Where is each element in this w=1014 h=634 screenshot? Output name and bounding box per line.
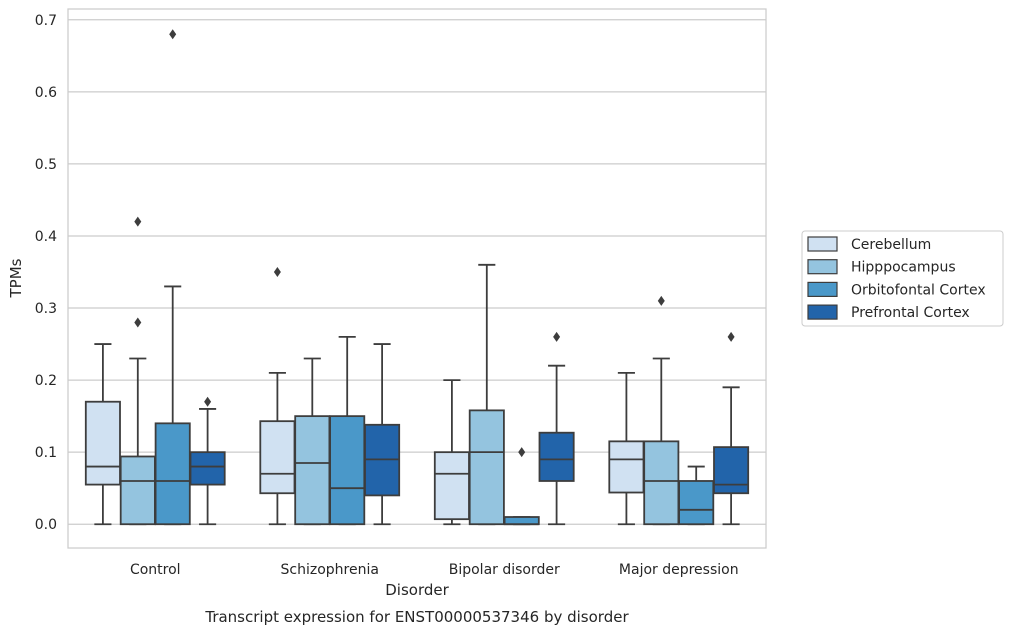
box-iqr bbox=[259, 420, 296, 495]
box-hipppocampus bbox=[119, 216, 156, 526]
y-tick-label: 0.3 bbox=[35, 301, 57, 317]
y-tick-labels: 0.0 0.1 0.2 0.3 0.4 0.5 0.6 0.7 bbox=[35, 13, 57, 533]
box-iqr bbox=[154, 422, 191, 526]
y-axis-label: TPMs bbox=[7, 258, 25, 298]
outlier-point bbox=[169, 29, 177, 40]
legend-swatch bbox=[807, 304, 838, 320]
box-prefrontal-cortex bbox=[189, 396, 226, 526]
box-hipppocampus bbox=[468, 263, 505, 526]
legend: Cerebellum Hipppocampus Orbitofontal Corte… bbox=[801, 230, 1004, 327]
legend-swatch bbox=[807, 281, 838, 297]
box-orbitofontal-cortex bbox=[329, 335, 366, 526]
box-prefrontal-cortex bbox=[538, 331, 575, 526]
chart-caption: Transcript expression for ENST0000053734… bbox=[204, 608, 629, 626]
y-tick-label: 0.5 bbox=[35, 157, 57, 173]
box-prefrontal-cortex bbox=[713, 331, 750, 526]
plot-frame bbox=[67, 8, 767, 549]
outlier-point bbox=[273, 267, 281, 278]
box-iqr bbox=[84, 400, 121, 486]
x-tick-label: Schizophrenia bbox=[281, 562, 379, 578]
box-iqr bbox=[329, 415, 366, 526]
box-iqr bbox=[294, 415, 331, 526]
y-tick-label: 0.1 bbox=[35, 445, 57, 461]
box-iqr bbox=[119, 455, 156, 526]
y-tick-label: 0.4 bbox=[35, 229, 57, 245]
outlier-point bbox=[553, 331, 561, 342]
box-orbitofontal-cortex bbox=[503, 447, 540, 526]
outlier-point bbox=[727, 331, 735, 342]
box-cerebellum bbox=[259, 267, 296, 526]
x-tick-labels: Control Schizophrenia Bipolar disorder Majo… bbox=[130, 562, 739, 578]
y-tick-label: 0.2 bbox=[35, 373, 57, 389]
box-orbitofontal-cortex bbox=[678, 465, 715, 526]
legend-label: Cerebellum bbox=[851, 237, 931, 253]
box-iqr bbox=[678, 480, 715, 526]
box-hipppocampus bbox=[294, 357, 331, 526]
box-iqr bbox=[643, 440, 680, 526]
y-tick-label: 0.0 bbox=[35, 517, 57, 533]
x-tick-label: Control bbox=[130, 562, 181, 578]
legend-swatch bbox=[807, 236, 838, 252]
box-cerebellum bbox=[433, 379, 470, 526]
outlier-point bbox=[657, 295, 665, 306]
outlier-point bbox=[134, 216, 142, 227]
box-prefrontal-cortex bbox=[364, 343, 401, 526]
x-tick-label: Bipolar disorder bbox=[449, 562, 560, 578]
legend-frame bbox=[801, 230, 1004, 327]
legend-label: Hipppocampus bbox=[851, 260, 956, 276]
box-iqr bbox=[433, 451, 470, 521]
box-iqr bbox=[503, 516, 540, 526]
x-tick-label: Major depression bbox=[619, 562, 739, 578]
box-iqr bbox=[538, 431, 575, 482]
y-tick-label: 0.7 bbox=[35, 13, 57, 29]
legend-swatch bbox=[807, 259, 838, 275]
box-iqr bbox=[713, 446, 750, 495]
box-cerebellum bbox=[84, 343, 121, 526]
y-tick-label: 0.6 bbox=[35, 85, 57, 101]
outlier-point bbox=[204, 396, 212, 407]
box-iqr bbox=[468, 409, 505, 526]
box-iqr bbox=[608, 440, 645, 494]
outlier-point bbox=[518, 447, 526, 458]
x-axis-label: Disorder bbox=[385, 581, 449, 599]
legend-label: Orbitofontal Cortex bbox=[851, 282, 986, 298]
box-groups bbox=[84, 29, 750, 526]
box-orbitofontal-cortex bbox=[154, 29, 191, 526]
outlier-point bbox=[134, 317, 142, 328]
box-iqr bbox=[189, 451, 226, 486]
legend-label: Prefrontal Cortex bbox=[851, 305, 970, 321]
